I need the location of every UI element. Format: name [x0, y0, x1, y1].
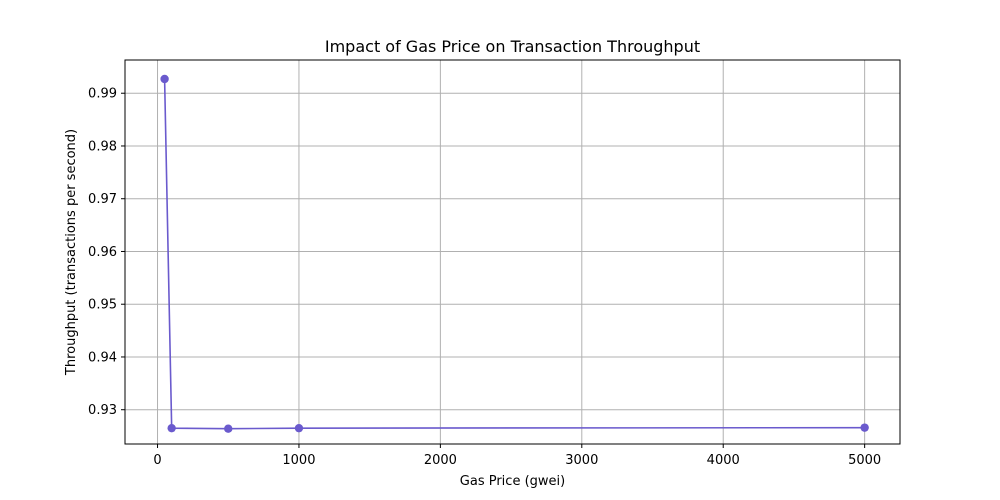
x-tick-label: 4000	[707, 453, 740, 468]
x-tick-label: 0	[153, 453, 161, 468]
y-tick-label: 0.97	[88, 192, 117, 207]
y-axis-ticks: 0.93 0.94 0.95 0.96 0.97 0.98 0.99	[88, 87, 125, 418]
x-axis-label: Gas Price (gwei)	[460, 474, 565, 489]
series-line	[163, 78, 865, 430]
series-layer	[160, 74, 869, 433]
y-tick-label: 0.99	[88, 87, 117, 102]
data-point	[167, 423, 176, 433]
data-point	[160, 74, 169, 84]
chart-title: Impact of Gas Price on Transaction Throu…	[325, 37, 700, 56]
y-tick-label: 0.95	[88, 298, 117, 313]
data-point	[860, 423, 869, 432]
y-tick-label: 0.96	[88, 245, 117, 260]
plot-frame	[124, 59, 901, 445]
x-tick-label: 5000	[848, 453, 881, 468]
y-axis-label: Throughput (transactions per second)	[64, 129, 79, 376]
x-tick-label: 1000	[282, 453, 315, 468]
x-tick-label: 2000	[424, 453, 457, 468]
y-tick-label: 0.93	[88, 403, 117, 418]
y-tick-label: 0.98	[88, 139, 117, 154]
data-point	[224, 424, 233, 433]
y-tick-label: 0.94	[88, 350, 117, 365]
grid	[125, 60, 900, 444]
x-axis-ticks: 0 1000 2000 3000 4000 5000	[153, 444, 881, 468]
data-point	[294, 423, 304, 433]
x-tick-label: 3000	[565, 453, 598, 468]
